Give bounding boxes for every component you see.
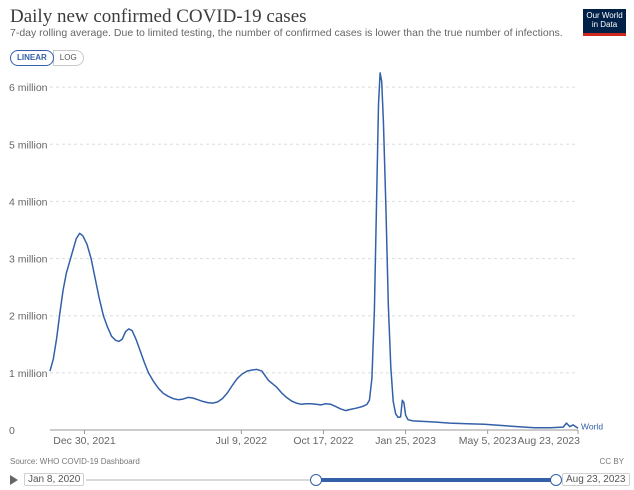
series-line-world[interactable] <box>49 72 579 429</box>
chart-title: Daily new confirmed COVID-19 cases <box>10 6 307 27</box>
timeline-start-label[interactable]: Jan 8, 2020 <box>24 473 85 486</box>
timeline-end-label[interactable]: Aug 23, 2023 <box>562 473 630 486</box>
y-tick-label: 6 million <box>9 82 48 94</box>
series-label[interactable]: World <box>581 421 603 431</box>
y-axis-ticks: 0 1 million 2 million 3 million 4 million 5 m… <box>9 82 48 437</box>
y-tick-label: 1 million <box>9 368 48 380</box>
timeline-selected-range <box>316 478 556 482</box>
x-tick-label: Jul 9, 2022 <box>216 435 268 447</box>
x-tick-label: Jan 25, 2023 <box>375 435 436 447</box>
x-tick-label: Oct 17, 2022 <box>293 435 353 447</box>
timeline: Jan 8, 2020 Aug 23, 2023 <box>0 470 634 490</box>
chart-subtitle: 7-day rolling average. Due to limited te… <box>10 27 563 39</box>
source-note: Source: WHO COVID-19 Dashboard <box>10 457 140 466</box>
logo-line1: Our World <box>586 11 623 20</box>
y-tick-label: 0 <box>9 425 15 437</box>
line-chart: 0 1 million 2 million 3 million 4 million 5 m… <box>9 72 603 447</box>
x-tick-label: Aug 23, 2023 <box>518 435 581 447</box>
y-tick-label: 2 million <box>9 311 48 323</box>
x-tick-label: Dec 30, 2021 <box>53 435 116 447</box>
y-tick-label: 4 million <box>9 196 48 208</box>
timeline-end-handle[interactable] <box>550 474 562 486</box>
license-link[interactable]: CC BY <box>599 457 624 466</box>
scale-toggle: LINEAR LOG <box>10 50 84 66</box>
owid-logo[interactable]: Our World in Data <box>583 9 626 36</box>
logo-line2: in Data <box>591 20 618 29</box>
x-axis-ticks: Dec 30, 2021 Jul 9, 2022 Oct 17, 2022 Jan 2… <box>53 430 580 447</box>
linear-scale-button[interactable]: LINEAR <box>10 50 54 66</box>
grid-layer <box>50 86 578 431</box>
x-tick-label: May 5, 2023 <box>459 435 517 447</box>
timeline-start-handle[interactable] <box>310 474 323 486</box>
y-tick-label: 3 million <box>9 254 48 266</box>
play-icon[interactable] <box>10 475 18 485</box>
logo-accent-bar <box>583 33 626 36</box>
y-tick-label: 5 million <box>9 139 48 151</box>
series-layer: World <box>49 72 603 431</box>
